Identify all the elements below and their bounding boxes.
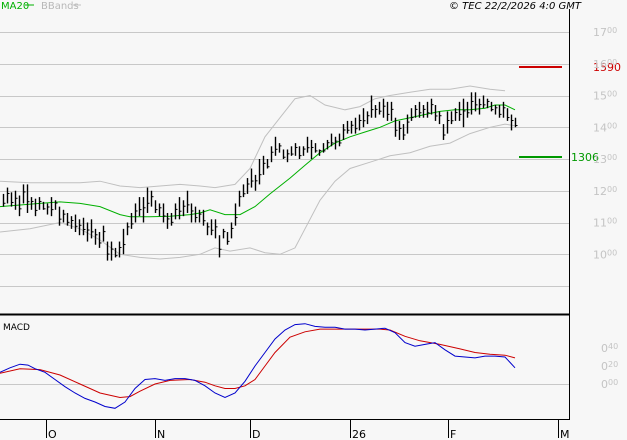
macd-line	[0, 323, 516, 409]
price-bars	[2, 92, 518, 261]
support-level-label: 1306	[571, 151, 599, 164]
x-tick-label: N	[157, 428, 165, 440]
x-tick-label: F	[450, 428, 456, 440]
price-grid	[0, 32, 569, 287]
resistance-level-label: 1590	[593, 61, 621, 74]
x-axis-ticks: O N D 26 F M	[46, 420, 570, 440]
x-tick-label: D	[252, 428, 260, 440]
ma20-line	[0, 104, 516, 218]
macd-panel-title: MACD	[3, 323, 30, 333]
legend-bbands: BBands	[41, 1, 79, 12]
macd-signal-line	[0, 328, 516, 399]
x-tick-label: M	[560, 428, 570, 440]
x-tick-label: 26	[352, 428, 366, 440]
copyright-timestamp: © TEC 22/2/2026 4:0 GMT	[449, 1, 582, 12]
x-tick-label: O	[48, 428, 57, 440]
bbands-upper-line	[0, 85, 506, 189]
legend-ma20: MA20	[1, 1, 29, 12]
